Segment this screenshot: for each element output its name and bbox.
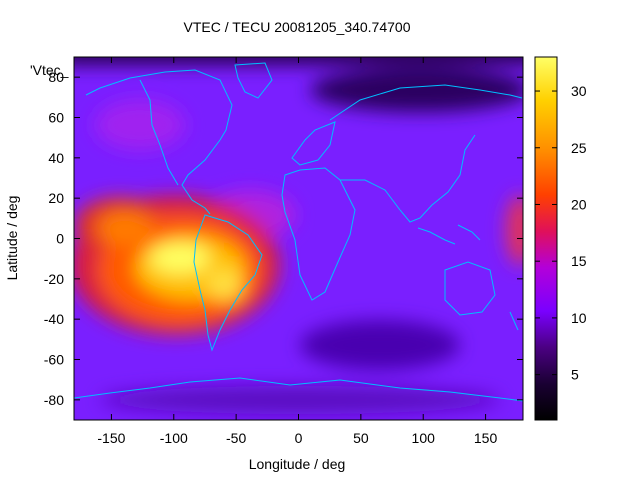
colorbar-tick-label: 25 bbox=[571, 140, 587, 156]
x-tick-label: 100 bbox=[412, 430, 436, 446]
x-tick-label: -100 bbox=[160, 430, 188, 446]
colorbar bbox=[534, 56, 558, 421]
x-tick-label: 50 bbox=[353, 430, 369, 446]
x-tick-label: 150 bbox=[474, 430, 498, 446]
y-tick-label: 20 bbox=[48, 190, 64, 206]
heatmap-field bbox=[74, 57, 523, 420]
y-tick-label: -80 bbox=[44, 392, 64, 408]
coastlines bbox=[74, 62, 523, 402]
y-tick-label: -40 bbox=[44, 311, 64, 327]
x-tick-label: -150 bbox=[97, 430, 125, 446]
y-tick-label: 80 bbox=[48, 69, 64, 85]
chart-title: VTEC / TECU 20081205_340.74700 bbox=[183, 19, 410, 35]
x-tick-label: -50 bbox=[226, 430, 246, 446]
y-tick-label: -20 bbox=[44, 271, 64, 287]
colorbar-tick-label: 5 bbox=[571, 367, 579, 383]
series-label: 'Vtec_ bbox=[30, 62, 69, 78]
colorbar-tick-label: 20 bbox=[571, 196, 587, 212]
x-axis-label: Longitude / deg bbox=[249, 456, 346, 472]
colorbar-tick-label: 10 bbox=[571, 310, 587, 326]
y-tick-label: -60 bbox=[44, 352, 64, 368]
x-tick-label: 0 bbox=[295, 430, 303, 446]
y-tick-label: 0 bbox=[56, 231, 64, 247]
y-axis-label: Latitude / deg bbox=[4, 196, 20, 281]
colorbar-tick-label: 30 bbox=[571, 83, 587, 99]
axis-ticks: -150 -100 -50 0 50 100 150 -80 -60 -40 -20 0 20 40 60 8… bbox=[44, 57, 587, 446]
y-tick-label: 60 bbox=[48, 110, 64, 126]
colorbar-tick-label: 15 bbox=[571, 253, 587, 269]
y-tick-label: 40 bbox=[48, 150, 64, 166]
